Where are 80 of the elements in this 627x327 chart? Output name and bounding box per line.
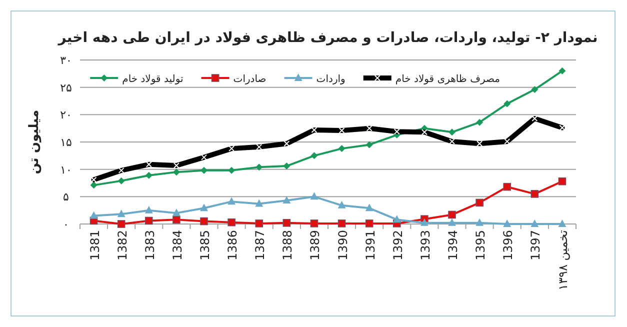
point: [338, 200, 346, 208]
point: [282, 196, 291, 204]
x-tick-label: 1391: [363, 230, 378, 261]
point: [255, 220, 264, 228]
chart-title: نمودار ۲- تولید، واردات، صادرات و مصرف ظاهری فولاد در ایران طی دهه اخیر: [57, 30, 598, 46]
x-tick-label: 1381: [88, 230, 102, 261]
point: [338, 220, 346, 228]
point: [117, 220, 126, 228]
point: [283, 162, 290, 170]
x-tick-label: 1389: [308, 230, 322, 261]
point: [503, 182, 512, 191]
x-tick-label: 1382: [115, 230, 130, 261]
point: [531, 86, 538, 94]
point: [228, 218, 236, 226]
point: [448, 210, 456, 219]
point: [448, 128, 456, 136]
x-tick-label: 1392: [390, 230, 405, 261]
y-tick-label: ۲۵: [60, 81, 72, 94]
y-tick-label: ۲۰: [60, 108, 72, 122]
point: [448, 218, 456, 226]
y-tick-label: ۱۰: [60, 163, 72, 176]
point: [255, 199, 264, 207]
point: [310, 152, 318, 160]
point: [172, 216, 180, 224]
x-tick-label: 1388: [280, 230, 295, 261]
x-tick-label: 1396: [501, 230, 516, 261]
x-tick-label: 1385: [198, 230, 212, 261]
point: [200, 204, 208, 212]
y-axis-title: میلیون تن: [27, 110, 42, 174]
point: [228, 197, 236, 205]
x-tick-label: 1394: [446, 230, 460, 261]
point: [558, 220, 566, 227]
legend-label: مصرف ظاهری قولاد خام: [395, 74, 500, 85]
point: [558, 177, 566, 186]
point: [172, 208, 180, 216]
point: [530, 220, 539, 227]
legend-label: واردات: [316, 74, 346, 85]
point: [200, 166, 208, 174]
point: [90, 182, 98, 189]
point: [145, 172, 152, 179]
point: [310, 192, 318, 200]
point: [365, 220, 374, 228]
point: [365, 204, 374, 212]
point: [228, 166, 236, 174]
x-tick-label: 1390: [336, 230, 350, 261]
x-tick-label: 1384: [170, 230, 184, 261]
point: [476, 118, 484, 126]
point: [476, 218, 484, 226]
point: [256, 164, 263, 171]
y-tick-label: ۵: [63, 190, 70, 204]
x-tick-label: 1393: [418, 230, 432, 261]
y-tick-label: ۳۰: [60, 54, 72, 67]
legend-label: صادرات: [233, 74, 266, 85]
point: [366, 141, 373, 148]
point: [504, 100, 511, 108]
y-tick-label: ۰: [63, 218, 69, 231]
point: [118, 177, 125, 184]
x-tick-label: تخمین ۱۳۹۸: [556, 230, 570, 290]
point: [558, 67, 566, 74]
point: [117, 210, 126, 218]
point: [144, 216, 153, 225]
point: [282, 219, 291, 227]
x-tick-label: 1395: [474, 230, 488, 261]
y-tick-label: ۱۵: [60, 136, 72, 149]
legend-label: تولید قولاد خام: [122, 74, 184, 85]
point: [144, 206, 153, 214]
point: [420, 218, 428, 226]
x-tick-label: 1387: [253, 230, 268, 261]
point: [530, 190, 539, 198]
point: [476, 198, 484, 207]
point: [392, 215, 401, 223]
x-tick-label: 1397: [528, 230, 543, 261]
point: [200, 217, 208, 226]
point: [338, 145, 346, 152]
point: [90, 211, 98, 219]
x-tick-label: 1386: [226, 230, 240, 261]
point: [310, 220, 318, 228]
point: [503, 220, 512, 227]
point: [172, 168, 180, 176]
x-tick-label: 1383: [142, 230, 157, 261]
